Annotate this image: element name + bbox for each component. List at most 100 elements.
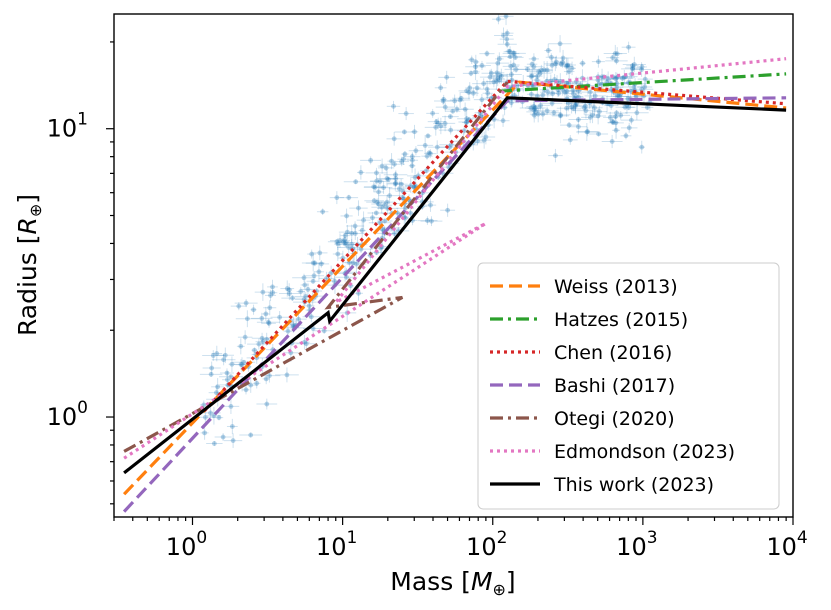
scatter-point bbox=[393, 180, 399, 186]
scatter-point bbox=[639, 144, 645, 150]
scatter-point bbox=[438, 123, 444, 129]
scatter-point bbox=[504, 41, 510, 47]
legend-label: Bashi (2017) bbox=[554, 375, 675, 397]
scatter-point bbox=[316, 269, 322, 275]
scatter-point bbox=[582, 103, 588, 109]
scatter-point bbox=[229, 424, 235, 429]
scatter-point bbox=[634, 110, 640, 116]
scatter-point bbox=[371, 198, 377, 204]
scatter-point bbox=[444, 74, 450, 80]
plot-frame bbox=[113, 13, 794, 518]
scatter-point bbox=[483, 134, 489, 140]
legend-label: Chen (2016) bbox=[554, 342, 672, 364]
scatter-point bbox=[361, 217, 366, 223]
scatter-point bbox=[631, 62, 637, 67]
scatter-point bbox=[562, 89, 568, 95]
scatter-point bbox=[484, 86, 490, 92]
scatter-point bbox=[595, 113, 601, 119]
scatter-point bbox=[296, 316, 301, 322]
series-line bbox=[123, 81, 509, 453]
scatter-point bbox=[557, 41, 563, 47]
scatter-point bbox=[383, 165, 389, 171]
scatter-point bbox=[447, 114, 453, 120]
series-line bbox=[498, 72, 787, 93]
scatter-point bbox=[349, 241, 355, 247]
scatter-point bbox=[391, 136, 397, 142]
scatter-point bbox=[349, 230, 355, 236]
scatter-point bbox=[553, 153, 558, 159]
scatter-point bbox=[264, 401, 270, 407]
scatter-point bbox=[558, 113, 563, 119]
scatter-point bbox=[626, 44, 631, 50]
scatter-point bbox=[284, 372, 290, 378]
scatter-point bbox=[392, 181, 398, 187]
scatter-point bbox=[531, 56, 537, 62]
scatter-point bbox=[438, 85, 444, 91]
scatter-point bbox=[633, 94, 639, 99]
scatter-point bbox=[397, 186, 402, 192]
legend-label: Edmondson (2023) bbox=[554, 441, 735, 463]
scatter-point bbox=[341, 239, 346, 245]
scatter-point bbox=[379, 204, 385, 210]
scatter-point bbox=[558, 61, 564, 67]
scatter-point bbox=[441, 97, 447, 102]
scatter-point bbox=[564, 88, 570, 94]
scatter-point bbox=[631, 84, 637, 90]
scatter-point bbox=[335, 241, 341, 247]
scatter-point bbox=[426, 150, 432, 156]
scatter-point bbox=[610, 120, 616, 125]
series-line bbox=[203, 79, 787, 412]
legend: Weiss (2013) Hatzes (2015) Chen (2016) Bash… bbox=[477, 262, 780, 510]
scatter-point bbox=[564, 63, 569, 69]
scatter-point bbox=[473, 64, 478, 70]
scatter-point bbox=[423, 168, 429, 174]
scatter-point bbox=[571, 106, 576, 112]
scatter-point bbox=[529, 73, 535, 79]
scatter-point bbox=[381, 185, 386, 191]
scatter-point bbox=[259, 316, 265, 321]
scatter-point bbox=[564, 80, 570, 86]
scatter-point bbox=[481, 81, 487, 86]
scatter-point bbox=[285, 328, 291, 334]
scatter-point bbox=[334, 239, 340, 245]
scatter-point bbox=[576, 94, 582, 100]
scatter-point bbox=[429, 218, 434, 224]
scatter-point bbox=[528, 91, 534, 97]
scatter-point bbox=[605, 76, 611, 82]
scatter-point bbox=[374, 178, 380, 184]
scatter-point bbox=[354, 261, 359, 267]
scatter-point bbox=[298, 289, 304, 294]
scatter-point bbox=[535, 111, 541, 117]
scatter-point bbox=[311, 273, 317, 279]
scatter-point bbox=[485, 90, 491, 96]
scatter-point bbox=[612, 51, 618, 56]
scatter-point bbox=[479, 63, 485, 68]
scatter-point bbox=[251, 307, 256, 313]
scatter-point bbox=[575, 88, 581, 94]
scatter-point bbox=[613, 114, 618, 120]
scatter-point bbox=[458, 95, 464, 101]
scatter-point bbox=[626, 104, 632, 110]
scatter-point bbox=[244, 316, 250, 322]
scatter-point bbox=[497, 77, 502, 83]
scatter-point bbox=[570, 91, 576, 97]
scatter-point bbox=[497, 73, 503, 79]
scatter-point bbox=[343, 240, 349, 245]
scatter-point bbox=[402, 151, 408, 157]
scatter-point bbox=[428, 202, 433, 208]
scatter-point bbox=[391, 103, 396, 109]
scatter-point bbox=[614, 58, 619, 64]
scatter-point bbox=[513, 67, 519, 72]
scatter-point bbox=[469, 57, 475, 63]
scatter-point bbox=[573, 102, 578, 108]
scatter-point bbox=[553, 59, 559, 65]
scatter-point bbox=[475, 138, 480, 144]
scatter-point bbox=[346, 245, 352, 250]
scatter-point bbox=[529, 61, 535, 67]
scatter-point bbox=[350, 260, 356, 266]
scatter-point bbox=[286, 287, 292, 293]
scatter-point bbox=[545, 89, 551, 95]
scatter-point bbox=[372, 184, 378, 190]
scatter-point bbox=[564, 105, 569, 111]
scatter-point bbox=[260, 339, 266, 345]
